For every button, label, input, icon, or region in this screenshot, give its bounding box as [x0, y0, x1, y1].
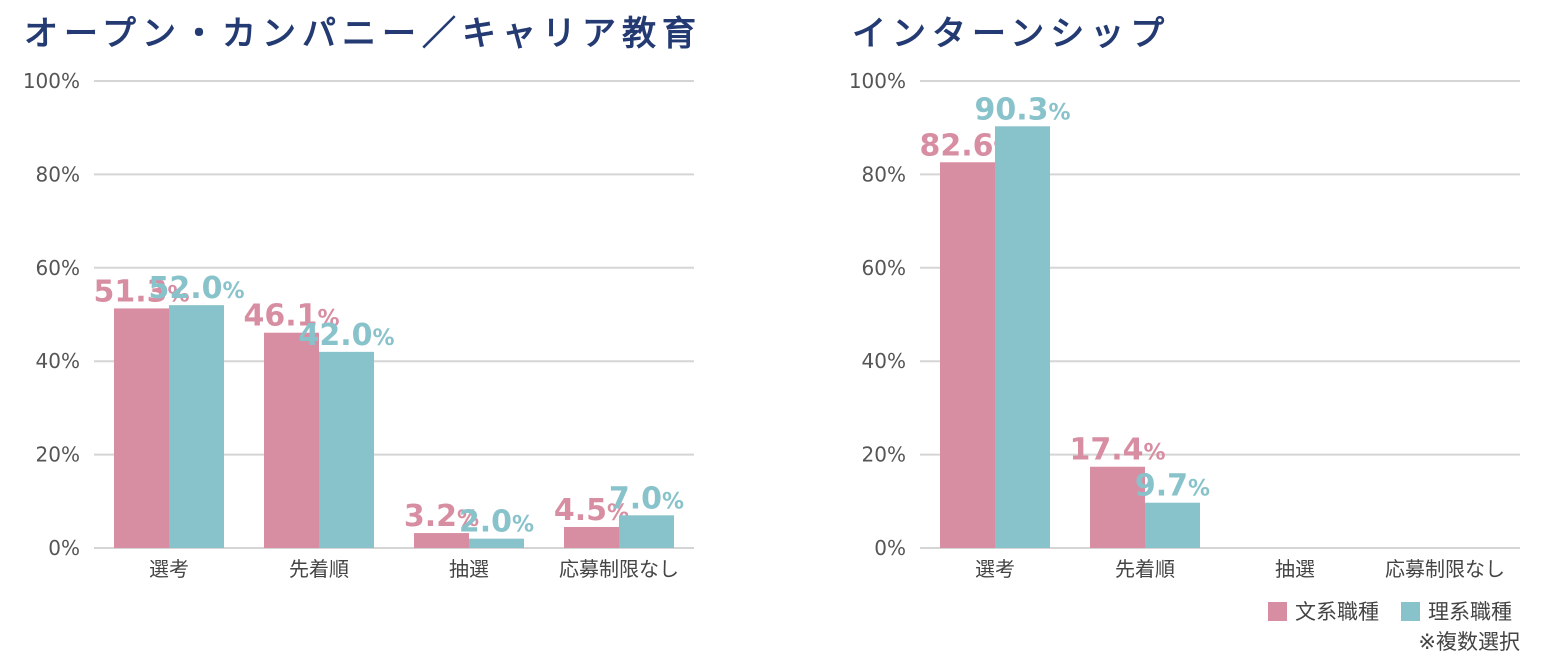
bar-value-label: 46.1%	[243, 299, 339, 334]
y-tick-label: 100%	[23, 69, 80, 93]
y-tick-label: 80%	[862, 162, 906, 186]
chart-title-open-company: オープン・カンパニー／キャリア教育	[24, 14, 702, 54]
legend-item-rikei: 理系職種	[1401, 596, 1512, 626]
bar-value-label: 17.4%	[1069, 433, 1165, 468]
legend-swatch-bunkei	[1268, 601, 1287, 621]
legend-swatch-rikei	[1401, 601, 1420, 621]
y-tick-label: 20%	[36, 443, 80, 467]
legend: 文系職種 理系職種	[1268, 596, 1512, 626]
y-tick-label: 0%	[48, 536, 80, 560]
bar-bunkei	[114, 308, 169, 548]
category-label: 先着順	[1115, 557, 1175, 581]
category-label: 抽選	[449, 557, 489, 581]
bar-rikei	[469, 538, 524, 548]
bar-rikei	[619, 515, 674, 548]
y-tick-label: 0%	[874, 536, 906, 560]
bar-value-label: 3.2%	[404, 499, 479, 534]
bar-bunkei	[264, 332, 319, 548]
chart-0: 0% 20% 40% 60% 80% 100% 51.3%52.0% 選考 46.1%42.0%…	[23, 69, 694, 581]
chart-1: 0%20%40%60%80%100%82.6%90.3%選考17.4%9.7%先…	[849, 69, 1520, 581]
legend-label-rikei: 理系職種	[1428, 600, 1512, 624]
legend-item-bunkei: 文系職種	[1268, 596, 1379, 626]
y-tick-label: 60%	[862, 256, 906, 280]
bar-bunkei	[940, 162, 995, 548]
y-tick-label: 60%	[36, 256, 80, 280]
bar-bunkei	[1090, 466, 1145, 548]
y-tick-label: 20%	[862, 443, 906, 467]
bar-bunkei	[414, 533, 469, 548]
bar-value-label: 52.0%	[148, 271, 244, 306]
category-label: 応募制限なし	[559, 557, 679, 581]
legend-label-bunkei: 文系職種	[1295, 600, 1379, 624]
y-tick-label: 80%	[36, 162, 80, 186]
bar-rikei	[1145, 502, 1200, 548]
category-label: 先着順	[289, 557, 349, 581]
multiple-choice-note: ※複数選択	[1418, 630, 1520, 654]
bar-rikei	[995, 126, 1050, 548]
bar-value-label: 51.3%	[93, 274, 189, 309]
bar-value-label: 90.3%	[974, 92, 1070, 127]
bar-value-label: 42.0%	[298, 318, 394, 353]
bar-value-label: 7.0%	[609, 481, 684, 516]
y-tick-label: 40%	[36, 349, 80, 373]
category-label: 抽選	[1275, 557, 1315, 581]
category-label: 応募制限なし	[1385, 557, 1505, 581]
category-label: 選考	[975, 557, 1015, 581]
bar-bunkei	[564, 526, 619, 548]
y-tick-label: 40%	[862, 349, 906, 373]
bar-rikei	[169, 305, 224, 548]
bar-rikei	[319, 351, 374, 548]
chart-title-internship: インターンシップ	[852, 14, 1171, 54]
bar-value-label: 2.0%	[459, 505, 534, 540]
category-label: 選考	[149, 557, 189, 581]
bar-value-label: 9.7%	[1135, 469, 1210, 504]
y-tick-label: 100%	[849, 69, 906, 93]
